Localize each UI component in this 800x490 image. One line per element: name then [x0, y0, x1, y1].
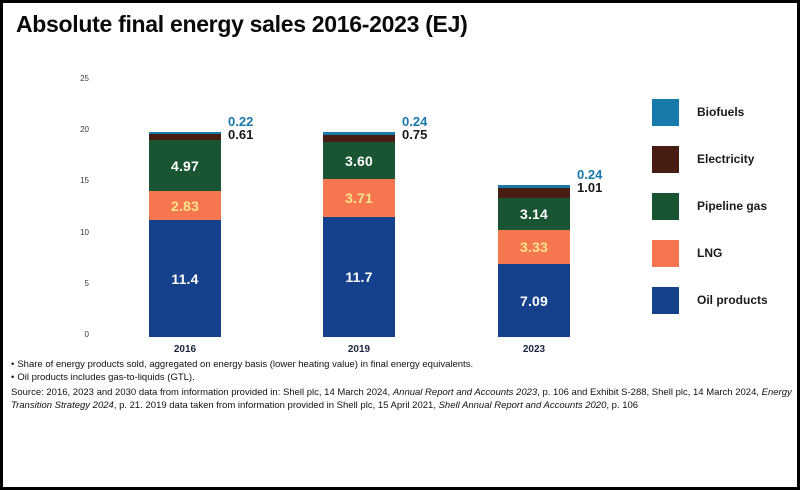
bar-value-label: 3.33	[519, 239, 549, 256]
bar-segment-biofuels	[323, 132, 395, 135]
bar-segment-oil-products: 11.7	[323, 217, 395, 337]
bar-value-label: 11.4	[171, 270, 199, 287]
source-citation-text: , p. 106	[606, 399, 639, 411]
y-axis-tick-label: 5	[84, 278, 89, 288]
bullet-glyph: •	[11, 371, 15, 383]
source-citation-text: , p. 21. 2019 data taken from informatio…	[113, 399, 439, 411]
bar-segment-electricity	[149, 134, 221, 141]
source-citation-italic: Energy Transition Strategy 2024	[11, 387, 792, 411]
bar-outside-label-biofuels: 0.24	[402, 114, 428, 130]
bar-segment-lng: 3.33	[498, 230, 570, 265]
bar-outside-label-biofuels: 0.24	[577, 167, 603, 183]
bar-segment-oil-products: 11.4	[149, 220, 221, 337]
footnote-line: • Share of energy products sold, aggregat…	[11, 359, 474, 370]
footnote-line: • Oil products includes gas-to-liquids (G…	[11, 371, 195, 383]
source-citation-text: , p. 106 and Exhibit S-288, Shell plc, 1…	[537, 387, 762, 398]
x-axis-category-label: 2016	[173, 344, 197, 355]
bar-value-label: 3.71	[344, 190, 374, 207]
bar-segment-electricity	[498, 187, 570, 199]
y-axis-tick-label: 25	[80, 74, 89, 83]
y-axis-tick-label: 15	[80, 176, 89, 186]
footnote-notes: • Share of energy products sold, aggregat…	[11, 359, 795, 384]
legend-swatch-lng	[652, 240, 679, 267]
bar-segment-pipeline-gas: 3.14	[498, 198, 570, 231]
legend-label: LNG	[697, 246, 723, 260]
bar-segment-pipeline-gas: 3.60	[323, 142, 395, 180]
legend-label: Biofuels	[697, 105, 745, 119]
bar-segment-oil-products: 7.09	[498, 264, 570, 337]
bar-outside-label-electricity: 0.75	[402, 127, 428, 143]
chart-title: Absolute final energy sales 2016-2023 (E…	[16, 11, 468, 37]
x-axis-category-label: 2023	[522, 344, 546, 355]
bar-outside-label-electricity: 0.61	[228, 126, 254, 142]
bar-value-label: 2.83	[170, 197, 200, 214]
bar-value-label: 7.09	[519, 292, 549, 309]
bar-segment-lng: 2.83	[149, 191, 221, 221]
bar-segment-lng: 3.71	[323, 179, 395, 218]
bullet-glyph: •	[11, 359, 15, 370]
legend-swatch-oil-products	[652, 287, 679, 314]
y-axis-tick-label: 20	[80, 125, 89, 135]
bar-outside-label-biofuels: 0.22	[228, 113, 254, 129]
bar-value-label: 11.7	[345, 269, 373, 286]
legend-label: Pipeline gas	[697, 199, 768, 213]
legend-swatch-biofuels	[652, 99, 679, 126]
source-citation-italic: Annual Report and Accounts 2023	[392, 387, 538, 398]
legend-swatch-electricity	[652, 146, 679, 173]
bar-segment-biofuels	[498, 185, 570, 188]
bar-value-label: 3.14	[519, 206, 549, 223]
legend-swatch-pipeline-gas	[652, 193, 679, 220]
footnotes: • Share of energy products sold, aggregat…	[11, 359, 795, 412]
source-citation-text: Source: 2016, 2023 and 2030 data from in…	[11, 387, 393, 398]
y-axis-tick-label: 10	[80, 227, 89, 237]
source-citation-italic: Shell Annual Report and Accounts 2020	[438, 399, 607, 411]
bar-value-label: 3.60	[344, 152, 374, 169]
bar-value-label: 4.97	[170, 157, 200, 174]
source-text: Source: 2016, 2023 and 2030 data from in…	[11, 387, 795, 412]
bar-segment-pipeline-gas: 4.97	[149, 140, 221, 192]
legend-label: Oil products	[697, 293, 768, 307]
bar-segment-electricity	[323, 134, 395, 143]
bar-outside-label-electricity: 1.01	[577, 180, 603, 196]
bar-segment-biofuels	[149, 131, 221, 135]
legend-label: Electricity	[697, 152, 755, 166]
y-axis-tick-label: 0	[84, 330, 89, 339]
x-axis-category-label: 2019	[347, 344, 371, 355]
bar-chart: 0 5 10 15 20 25 11.4 2.83 4.97 0.22 0.61 2016 11.7 3.…	[3, 3, 797, 487]
